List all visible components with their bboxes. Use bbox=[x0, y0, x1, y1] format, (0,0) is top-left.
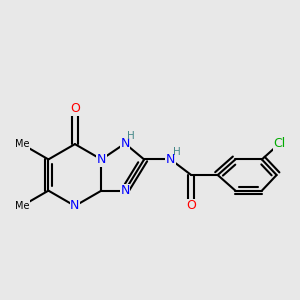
Text: N: N bbox=[120, 137, 130, 150]
Text: Cl: Cl bbox=[273, 137, 286, 150]
Text: N: N bbox=[120, 184, 130, 197]
Text: H: H bbox=[127, 131, 135, 141]
Text: N: N bbox=[166, 153, 175, 166]
Text: O: O bbox=[186, 200, 196, 212]
Text: O: O bbox=[70, 102, 80, 115]
Text: N: N bbox=[70, 200, 80, 212]
Text: Me: Me bbox=[15, 201, 29, 211]
Text: H: H bbox=[172, 147, 180, 157]
Text: N: N bbox=[97, 153, 106, 166]
Text: Me: Me bbox=[15, 139, 29, 149]
